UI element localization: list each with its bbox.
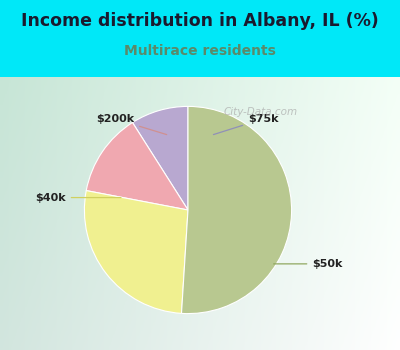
Wedge shape bbox=[86, 122, 188, 210]
Wedge shape bbox=[84, 191, 188, 313]
Text: $75k: $75k bbox=[214, 114, 278, 134]
Text: City-Data.com: City-Data.com bbox=[224, 107, 298, 117]
Text: $40k: $40k bbox=[35, 193, 121, 203]
Text: $50k: $50k bbox=[274, 259, 343, 269]
Wedge shape bbox=[132, 106, 188, 210]
Wedge shape bbox=[182, 106, 292, 314]
Text: Income distribution in Albany, IL (%): Income distribution in Albany, IL (%) bbox=[21, 12, 379, 30]
Text: $200k: $200k bbox=[96, 114, 167, 135]
Text: Multirace residents: Multirace residents bbox=[124, 44, 276, 58]
